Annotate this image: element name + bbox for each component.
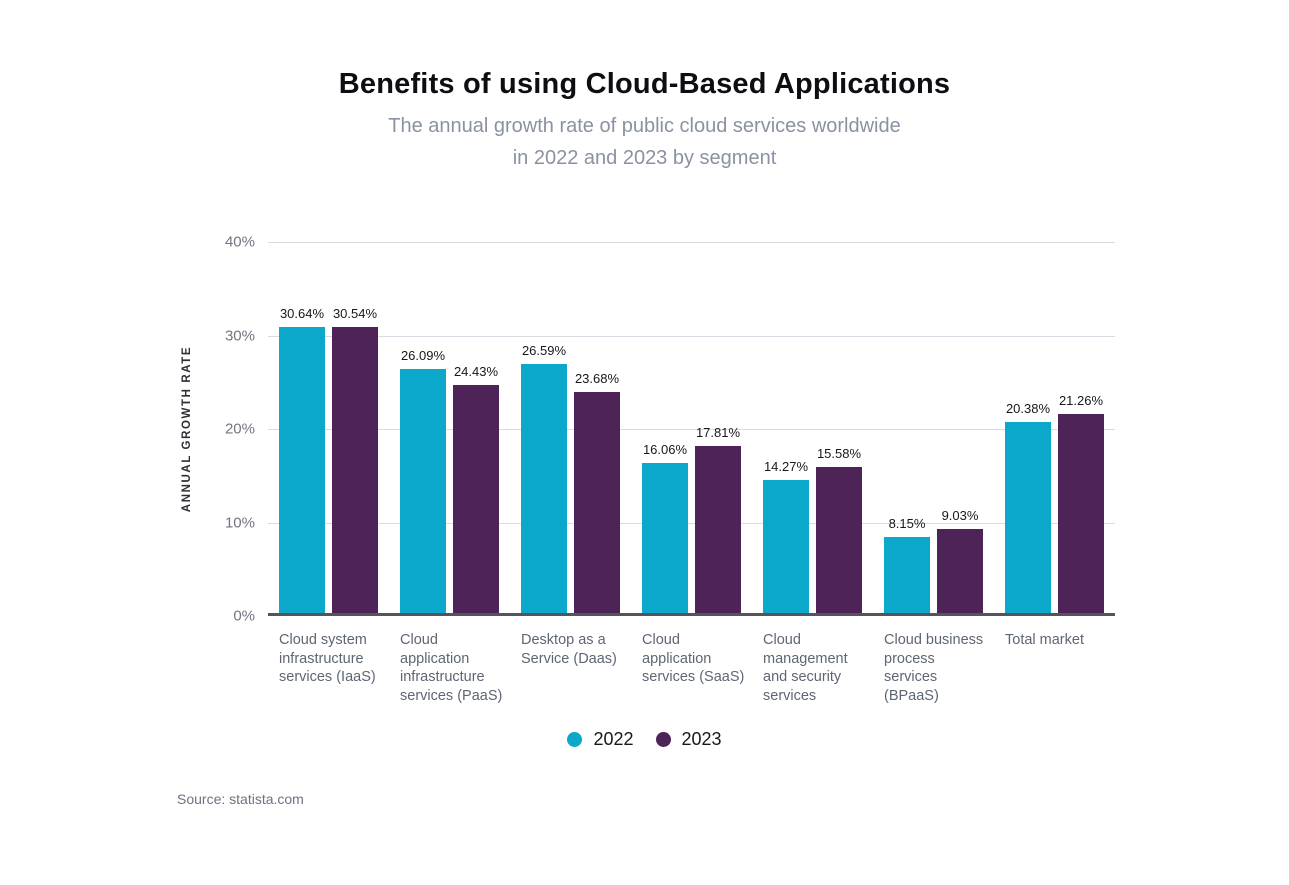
y-tick-label: 40% (224, 233, 255, 251)
bar-wrap: 26.09% (400, 348, 446, 613)
gridline (268, 335, 1115, 337)
bar-value-label: 8.15% (888, 515, 926, 531)
bar-wrap: 26.59% (521, 343, 567, 613)
bar-2023 (1058, 414, 1104, 613)
category-label: Cloud application services (SaaS) (642, 632, 745, 685)
bar-2022 (521, 364, 567, 613)
bar-wrap: 17.81% (695, 425, 741, 613)
page-title: Benefits of using Cloud-Based Applicatio… (338, 68, 951, 100)
bar-wrap: 15.58% (816, 446, 862, 613)
bar-group: 16.06% 17.81% (631, 425, 752, 613)
bar-wrap: 24.43% (453, 364, 499, 613)
category-label: Total market (1005, 632, 1084, 648)
bar-2022 (642, 462, 688, 613)
bar-2022 (279, 326, 325, 613)
bar-2022 (763, 479, 809, 613)
bar-2022 (884, 536, 930, 613)
gridline (268, 429, 1115, 430)
source-text: Source: statista.com (177, 791, 304, 807)
y-axis-ticks: 40% 30% 20% 10% 0% (0, 234, 255, 625)
bar-value-label: 26.59% (521, 343, 567, 359)
bar-value-label: 23.68% (574, 370, 620, 386)
bar-wrap: 14.27% (763, 459, 809, 613)
gridline (268, 522, 1115, 524)
bar-2023 (453, 384, 499, 613)
legend-label-2022: 2022 (593, 729, 634, 749)
legend-item-2023: 2023 (655, 729, 722, 750)
category-label: Cloud management and security services (763, 632, 848, 704)
bar-wrap: 8.15% (884, 516, 930, 613)
bar-value-label: 26.09% (400, 348, 446, 364)
bar-group: 30.64% 30.54% (268, 306, 389, 613)
chart-subtitle: The annual growth rate of public cloud s… (0, 110, 1289, 174)
legend-label-2023: 2023 (681, 729, 722, 749)
bar-value-label: 17.81% (695, 425, 741, 441)
category-label: Cloud system infrastructure services (Ia… (279, 632, 376, 685)
bar-value-label: 15.58% (816, 446, 862, 462)
bar-group: 8.15% 9.03% (873, 508, 994, 613)
bar-group: 14.27% 15.58% (752, 446, 873, 613)
bar-group: 26.09% 24.43% (389, 348, 510, 613)
bar-groups: 30.64% 30.54% 26.09% 24.43% 26.59% 23.68% 16.0… (268, 242, 1115, 613)
chart-subtitle-line-1: The annual growth rate of public cloud s… (388, 115, 901, 137)
bar-value-label: 21.26% (1058, 393, 1104, 409)
y-tick-label: 20% (224, 420, 255, 438)
bar-2023 (332, 327, 378, 613)
bar-group: 20.38% 21.26% (994, 393, 1115, 613)
x-axis-labels: Cloud system infrastructure services (Ia… (268, 631, 1115, 705)
bar-value-label: 24.43% (453, 363, 499, 379)
bar-value-label: 30.54% (332, 306, 378, 322)
bar-group: 26.59% 23.68% (510, 343, 631, 613)
bar-value-label: 16.06% (642, 441, 688, 457)
y-tick-label: 10% (224, 514, 255, 531)
bar-2023 (816, 467, 862, 613)
y-tick-label: 0% (233, 607, 255, 625)
plot-area: 30.64% 30.54% 26.09% 24.43% 26.59% 23.68% 16.0… (268, 242, 1115, 616)
legend-item-2022: 2022 (567, 729, 634, 750)
bar-value-label: 30.64% (279, 305, 325, 321)
bar-2022 (1005, 422, 1051, 613)
chart-subtitle-line-2: in 2022 and 2023 by segment (512, 147, 777, 169)
bar-wrap: 20.38% (1005, 401, 1051, 613)
gridline (268, 242, 1115, 243)
bar-value-label: 20.38% (1005, 401, 1051, 417)
bar-2023 (574, 391, 620, 613)
bar-value-label: 14.27% (763, 458, 809, 474)
bar-wrap: 9.03% (937, 508, 983, 613)
category-label: Cloud business process services (BPaaS) (884, 632, 984, 704)
category-label: Desktop as a Service (Daas) (521, 632, 617, 667)
bar-wrap: 21.26% (1058, 393, 1104, 613)
bar-value-label: 9.03% (941, 507, 979, 523)
bar-2023 (937, 528, 983, 613)
y-tick-label: 30% (224, 327, 255, 344)
legend-swatch-2023-icon (655, 732, 671, 747)
bar-wrap: 23.68% (574, 371, 620, 613)
bar-2022 (400, 369, 446, 613)
legend: 2022 2023 (0, 729, 1289, 750)
bar-wrap: 16.06% (642, 442, 688, 613)
bar-wrap: 30.64% (279, 306, 325, 613)
legend-swatch-2022-icon (567, 732, 583, 747)
category-label: Cloud application infrastructure service… (400, 632, 503, 704)
bar-2023 (695, 446, 741, 613)
bar-wrap: 30.54% (332, 306, 378, 613)
